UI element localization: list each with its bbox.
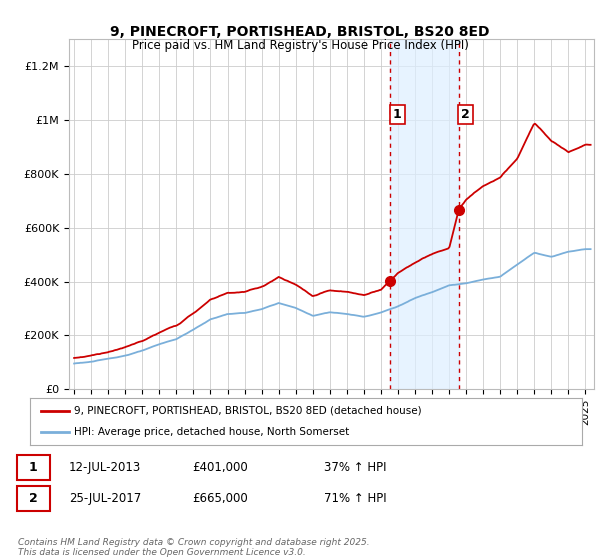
- Text: 2: 2: [461, 108, 470, 121]
- Text: HPI: Average price, detached house, North Somerset: HPI: Average price, detached house, Nort…: [74, 427, 349, 437]
- Text: Contains HM Land Registry data © Crown copyright and database right 2025.
This d: Contains HM Land Registry data © Crown c…: [18, 538, 370, 557]
- Text: £401,000: £401,000: [192, 461, 248, 474]
- Text: 25-JUL-2017: 25-JUL-2017: [69, 492, 141, 505]
- Bar: [390, 39, 459, 389]
- Text: 12-JUL-2013: 12-JUL-2013: [69, 461, 141, 474]
- Text: 9, PINECROFT, PORTISHEAD, BRISTOL, BS20 8ED (detached house): 9, PINECROFT, PORTISHEAD, BRISTOL, BS20 …: [74, 406, 422, 416]
- Text: 9, PINECROFT, PORTISHEAD, BRISTOL, BS20 8ED: 9, PINECROFT, PORTISHEAD, BRISTOL, BS20 …: [110, 25, 490, 39]
- Text: 2: 2: [29, 492, 37, 505]
- Text: 1: 1: [392, 108, 401, 121]
- Text: 1: 1: [29, 461, 37, 474]
- Text: £665,000: £665,000: [192, 492, 248, 505]
- Text: 71% ↑ HPI: 71% ↑ HPI: [324, 492, 386, 505]
- Text: Price paid vs. HM Land Registry's House Price Index (HPI): Price paid vs. HM Land Registry's House …: [131, 39, 469, 52]
- Text: 37% ↑ HPI: 37% ↑ HPI: [324, 461, 386, 474]
